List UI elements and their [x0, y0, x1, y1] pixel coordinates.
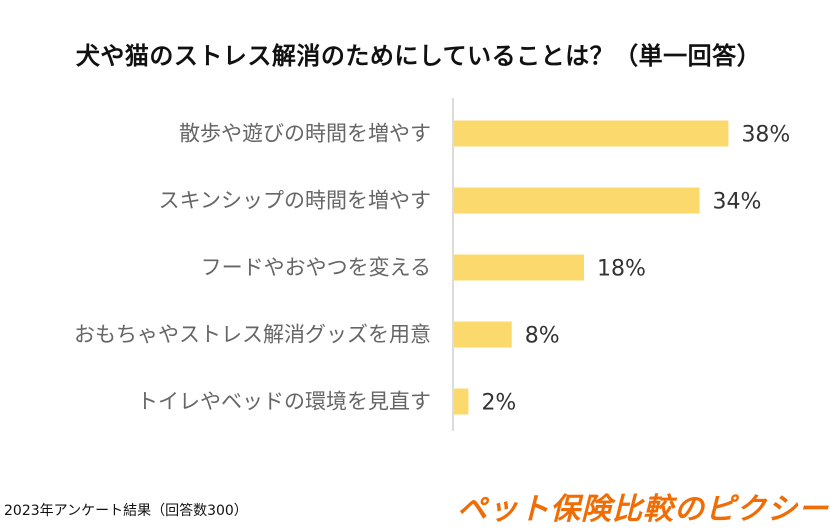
footnote: 2023年アンケート結果（回答数300） — [4, 503, 248, 519]
category-label: 散歩や遊びの時間を増やす — [179, 122, 431, 146]
value-label: 34% — [713, 190, 762, 215]
bar — [454, 254, 584, 281]
bar — [454, 321, 512, 348]
category-label: おもちゃやストレス解消グッズを用意 — [74, 323, 431, 347]
category-label: トイレやベッドの環境を見直す — [137, 390, 431, 414]
brand-logo: ペット保険比較のピクシー — [457, 492, 829, 527]
chart-title: 犬や猫のストレス解消のためにしていることは？（単一回答） — [75, 42, 762, 70]
bar — [454, 120, 729, 147]
value-label: 2% — [481, 391, 516, 416]
value-label: 38% — [741, 123, 790, 148]
bar — [454, 388, 469, 415]
value-label: 8% — [525, 324, 560, 349]
category-label: スキンシップの時間を増やす — [159, 189, 431, 213]
category-label: フードやおやつを変える — [201, 256, 431, 280]
value-label: 18% — [597, 257, 646, 282]
bar — [454, 187, 700, 214]
